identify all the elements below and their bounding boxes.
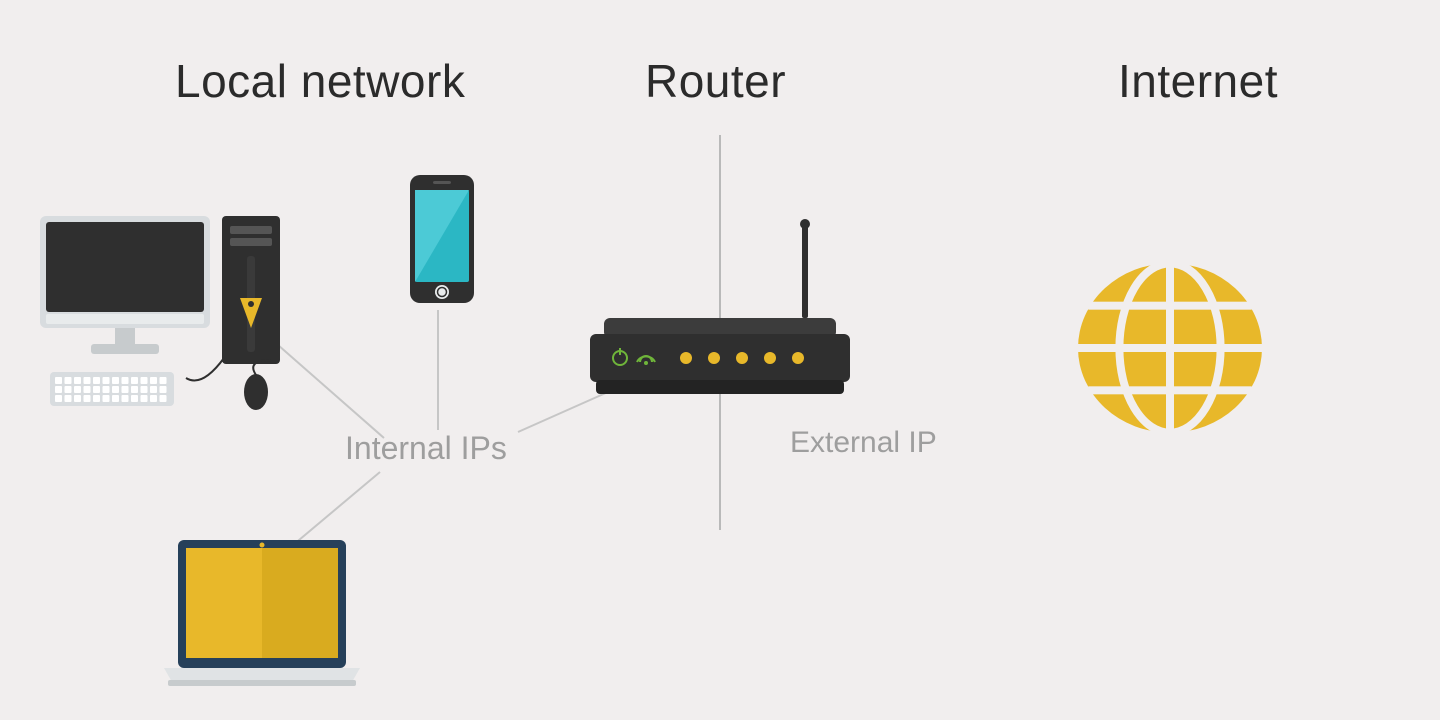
diagram-canvas: Local network Router Internet Internal IPs E… bbox=[0, 0, 1440, 720]
globe-icon bbox=[1068, 246, 1272, 450]
laptop-icon bbox=[164, 540, 380, 710]
heading-local-network: Local network bbox=[175, 54, 465, 108]
phone-icon bbox=[410, 175, 482, 311]
heading-internet: Internet bbox=[1118, 54, 1278, 108]
heading-router: Router bbox=[645, 54, 786, 108]
router-icon bbox=[590, 222, 870, 422]
label-internal-ips: Internal IPs bbox=[345, 430, 507, 467]
label-external-ip: External IP bbox=[790, 426, 937, 460]
desktop-icon bbox=[40, 216, 300, 416]
